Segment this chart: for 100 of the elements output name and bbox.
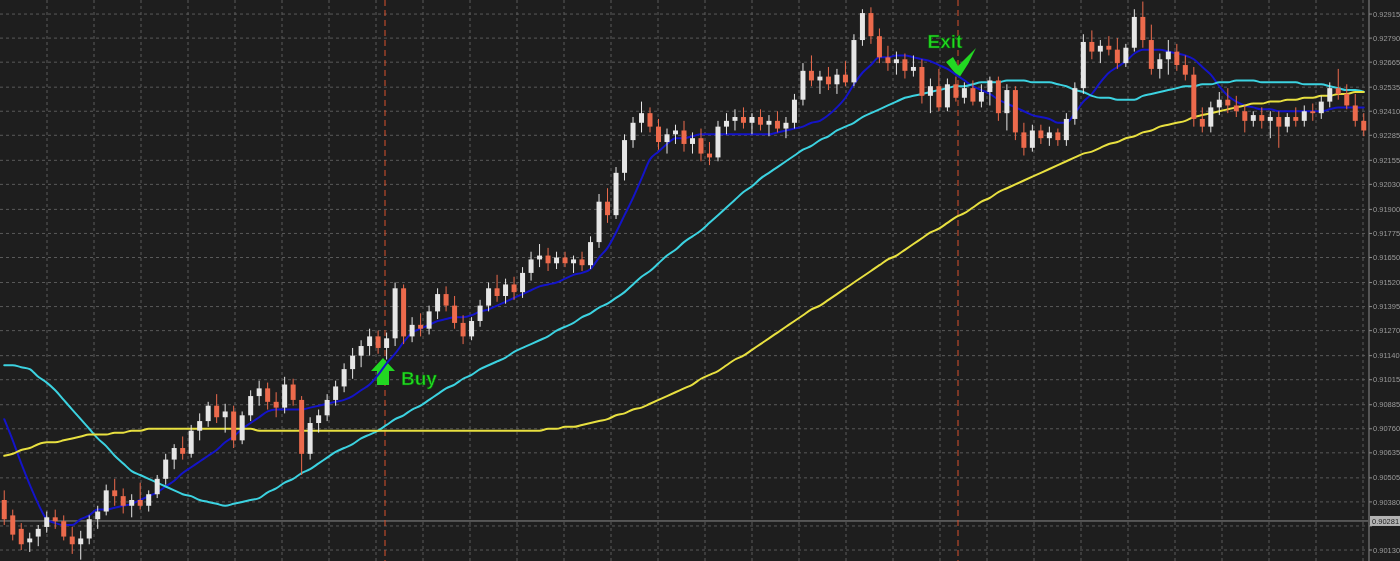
candlestick <box>1038 124 1044 145</box>
candlestick <box>944 78 950 112</box>
candlestick <box>1327 81 1333 108</box>
candlestick <box>290 378 296 407</box>
candlestick <box>146 489 152 513</box>
candlestick <box>1063 112 1069 147</box>
candlestick <box>1029 124 1035 153</box>
candlestick <box>1097 39 1103 64</box>
candlestick <box>384 332 390 360</box>
candlestick <box>214 393 220 424</box>
candlestick <box>1114 37 1120 70</box>
candlestick <box>324 393 330 422</box>
candlestick <box>503 278 509 305</box>
candlestick <box>1199 106 1205 133</box>
candlestick <box>486 282 492 312</box>
candlestick <box>774 110 780 133</box>
candlestick <box>112 478 118 507</box>
candlestick <box>876 27 882 64</box>
candlestick <box>1352 93 1358 128</box>
candlestick <box>723 112 729 135</box>
candlestick <box>52 509 58 530</box>
candlestick <box>375 330 381 355</box>
candlestick <box>1182 54 1188 81</box>
candlestick <box>749 112 755 135</box>
candlestick <box>885 45 891 72</box>
candlestick <box>1276 110 1282 149</box>
candlestick <box>171 443 177 470</box>
candlestick <box>137 482 143 511</box>
candlestick <box>757 108 763 131</box>
candlestick <box>265 382 271 411</box>
candlestick <box>409 316 415 343</box>
annotation: Exit <box>927 31 964 52</box>
candlestick <box>1259 106 1265 130</box>
candlestick <box>673 124 678 145</box>
candlestick <box>1233 95 1239 118</box>
candlestick <box>978 83 984 108</box>
candlestick <box>197 412 203 441</box>
candlestick <box>435 287 441 320</box>
candlestick <box>1267 110 1273 139</box>
candlestick <box>664 128 670 155</box>
candlestick <box>970 79 976 106</box>
candlestick <box>61 514 67 541</box>
candlestick <box>902 53 908 80</box>
candlestick <box>10 509 16 541</box>
candlestick <box>511 276 517 301</box>
candlestick <box>129 493 135 518</box>
candlestick <box>698 128 704 162</box>
candlestick <box>273 391 279 418</box>
candlestick <box>1208 101 1214 133</box>
candlestick <box>520 266 526 299</box>
candlestick <box>350 347 356 380</box>
candlestick <box>443 285 449 312</box>
candlestick <box>1089 29 1095 60</box>
candlestick <box>740 106 746 130</box>
candlestick <box>766 114 772 137</box>
candlestick <box>630 116 636 149</box>
candlestick <box>1140 1 1146 49</box>
candlestick <box>248 389 254 422</box>
candlestick <box>222 403 228 434</box>
candlestick <box>341 362 347 393</box>
candlestick <box>1106 35 1112 56</box>
candlestick <box>639 101 645 133</box>
candlestick <box>528 251 534 282</box>
candlestick <box>452 295 458 330</box>
candlestick <box>188 424 194 459</box>
candlestick <box>1284 112 1290 133</box>
candlestick <box>1318 95 1324 120</box>
candlestick <box>690 131 695 155</box>
candlestick <box>1004 83 1010 131</box>
candlestick <box>1021 122 1027 156</box>
candlestick <box>180 435 186 461</box>
candlestick <box>656 118 662 151</box>
candlestick <box>545 247 551 272</box>
candlestick <box>18 522 24 551</box>
candlestick <box>95 505 101 530</box>
candlestick <box>1123 43 1129 68</box>
candlestick <box>426 305 432 335</box>
candlestick <box>791 93 797 130</box>
candlestick <box>953 76 959 103</box>
candlestick <box>987 76 993 106</box>
candlestick <box>460 314 466 345</box>
candlestick <box>1361 112 1367 137</box>
candlestick <box>333 380 339 407</box>
candlestick <box>35 524 41 547</box>
candlestick <box>469 316 475 341</box>
candlestick <box>936 68 942 112</box>
candlestick <box>825 66 831 91</box>
candlestick <box>808 54 814 87</box>
candlestick <box>282 376 288 414</box>
candlestick <box>1301 104 1307 128</box>
candlestick <box>1165 39 1171 76</box>
candlestick <box>69 526 75 555</box>
candlestick <box>418 312 424 337</box>
candlestick <box>86 514 92 545</box>
candlestick <box>494 274 500 303</box>
candlestick <box>1055 128 1061 147</box>
candlestick <box>103 484 109 516</box>
candlestick <box>205 401 211 428</box>
candlestick <box>605 187 611 224</box>
candlestick <box>316 409 322 434</box>
